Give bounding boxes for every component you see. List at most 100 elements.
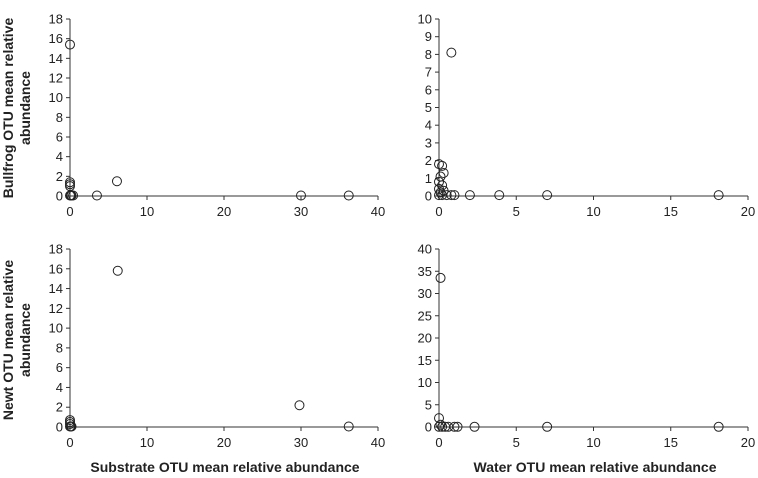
data-point <box>494 190 505 201</box>
bottom-y-label-line2: abundance <box>17 303 33 377</box>
y-tick-label: 16 <box>49 31 63 46</box>
x-tick-label: 15 <box>664 204 678 219</box>
x-tick-label: 10 <box>140 204 154 219</box>
data-point <box>343 190 354 201</box>
y-tick-label: 2 <box>56 169 63 184</box>
panel-bottom-right: 0 5 10 15 20 25 30 35 40 0 5 10 15 20 <box>418 242 756 451</box>
y-tick-label: 10 <box>418 12 432 27</box>
x-tick-label: 10 <box>586 204 600 219</box>
panel-top-left: 0 2 4 6 8 10 12 14 16 18 0 10 20 30 40 <box>49 12 386 220</box>
x-tick-label: 0 <box>435 435 442 450</box>
data-point <box>446 47 457 58</box>
data-point <box>452 421 463 432</box>
y-tick-label: 2 <box>425 153 432 168</box>
data-point <box>435 187 446 198</box>
data-point <box>437 180 448 191</box>
x-tick-label: 20 <box>217 204 231 219</box>
x-tick-label: 0 <box>435 204 442 219</box>
y-tick-label: 14 <box>49 51 63 66</box>
data-point <box>437 421 448 432</box>
y-tick-label: 40 <box>418 242 432 257</box>
bottom-left-x-axis-label: Substrate OTU mean relative abundance <box>90 459 359 475</box>
y-tick-label: 18 <box>49 242 63 257</box>
y-tick-label: 12 <box>49 71 63 86</box>
data-point <box>449 190 460 201</box>
data-point <box>446 190 457 201</box>
top-y-axis-label: Bullfrog OTU mean relative abundance <box>0 18 33 199</box>
x-tick-label: 40 <box>371 204 385 219</box>
top-y-label-line1: Bullfrog OTU mean relative <box>0 18 16 199</box>
x-tick-label: 0 <box>66 204 73 219</box>
x-tick-label: 15 <box>664 435 678 450</box>
top-y-label-line2: abundance <box>17 71 33 145</box>
data-point <box>713 190 724 201</box>
panel-top-right: 0 1 2 3 4 5 6 7 8 9 10 0 5 10 15 20 <box>418 12 756 220</box>
data-point <box>542 421 553 432</box>
y-tick-label: 16 <box>49 261 63 276</box>
bottom-y-axis-label: Newt OTU mean relative abundance <box>0 260 33 420</box>
bottom-right-x-axis-label: Water OTU mean relative abundance <box>474 459 717 475</box>
data-point <box>294 400 305 411</box>
y-tick-label: 14 <box>49 281 63 296</box>
y-tick-label: 9 <box>425 29 432 44</box>
y-tick-label: 12 <box>49 301 63 316</box>
panel-bottom-left: 0 2 4 6 8 10 12 14 16 18 0 10 20 30 40 <box>49 242 386 451</box>
data-point <box>296 190 306 201</box>
x-tick-label: 40 <box>371 435 385 450</box>
y-tick-label: 25 <box>418 308 432 323</box>
y-tick-label: 0 <box>425 420 432 435</box>
y-tick-label: 10 <box>49 321 63 336</box>
y-tick-label: 5 <box>425 100 432 115</box>
data-point <box>112 265 123 276</box>
x-tick-label: 5 <box>513 435 520 450</box>
data-point <box>434 176 444 187</box>
y-tick-label: 4 <box>425 118 432 133</box>
data-point <box>111 176 122 187</box>
y-tick-label: 30 <box>418 286 432 301</box>
data-point <box>438 167 449 178</box>
data-point <box>437 160 448 171</box>
data-point <box>435 419 446 430</box>
y-tick-label: 18 <box>49 12 63 27</box>
data-point <box>542 190 553 201</box>
data-point <box>441 190 452 201</box>
y-tick-label: 2 <box>56 400 63 415</box>
y-tick-label: 7 <box>425 65 432 80</box>
y-tick-label: 3 <box>425 135 432 150</box>
data-point <box>343 421 354 432</box>
x-tick-label: 20 <box>741 204 755 219</box>
data-point <box>68 190 79 201</box>
x-tick-label: 20 <box>217 435 231 450</box>
y-tick-label: 0 <box>56 420 63 435</box>
data-point <box>65 39 75 50</box>
y-tick-label: 8 <box>425 47 432 62</box>
data-point <box>434 159 444 170</box>
data-point <box>66 421 77 432</box>
y-tick-label: 8 <box>56 110 63 125</box>
y-tick-label: 8 <box>56 340 63 355</box>
data-point <box>469 421 480 432</box>
x-tick-label: 30 <box>294 204 308 219</box>
y-tick-label: 15 <box>418 353 432 368</box>
y-tick-label: 20 <box>418 331 432 346</box>
x-tick-label: 0 <box>66 435 73 450</box>
x-tick-label: 30 <box>294 435 308 450</box>
y-tick-label: 4 <box>56 380 63 395</box>
y-tick-label: 0 <box>425 189 432 204</box>
y-tick-label: 10 <box>49 90 63 105</box>
data-point <box>713 421 724 432</box>
y-tick-label: 10 <box>418 375 432 390</box>
x-tick-label: 20 <box>741 435 755 450</box>
data-point <box>435 272 446 283</box>
y-tick-label: 6 <box>56 360 63 375</box>
y-tick-label: 35 <box>418 264 432 279</box>
data-point <box>91 190 102 201</box>
y-tick-label: 4 <box>56 149 63 164</box>
y-tick-label: 1 <box>425 171 432 186</box>
y-tick-label: 6 <box>56 130 63 145</box>
y-tick-label: 0 <box>56 189 63 204</box>
y-tick-label: 5 <box>425 397 432 412</box>
x-tick-label: 10 <box>586 435 600 450</box>
